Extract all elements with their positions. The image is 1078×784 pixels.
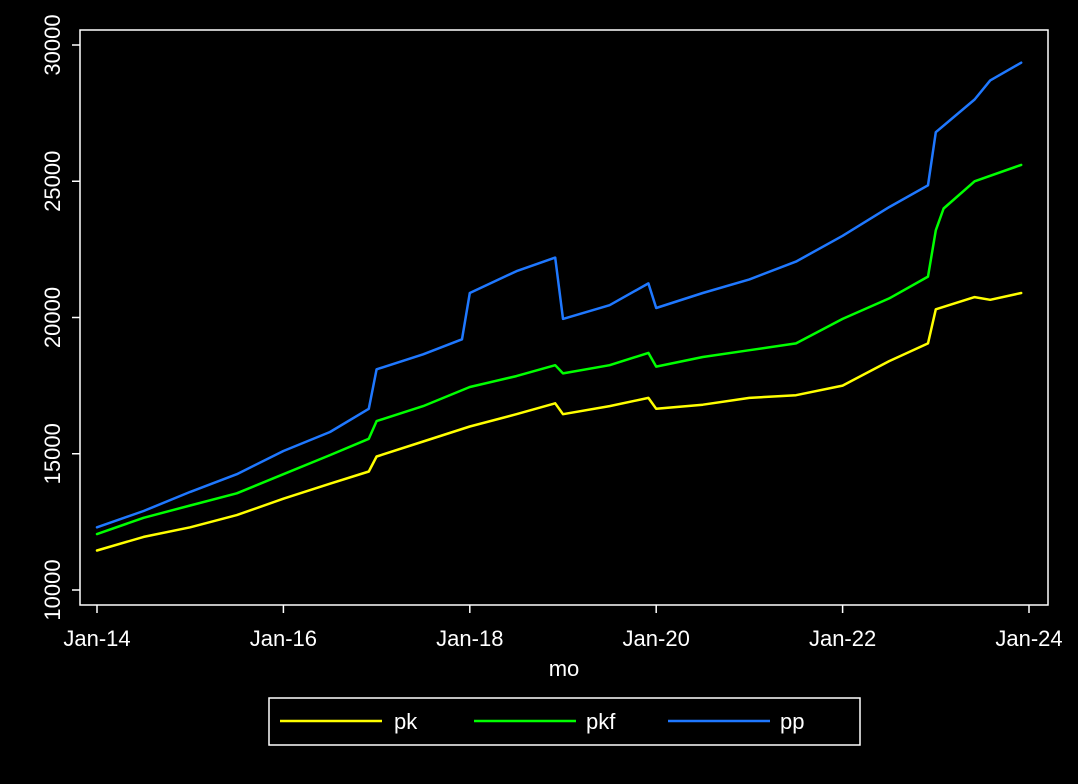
x-axis-title: mo — [549, 656, 580, 681]
y-tick-label: 25000 — [40, 151, 65, 212]
series-line-pkf — [95, 163, 1023, 536]
y-tick-label: 10000 — [40, 559, 65, 620]
legend-label-pkf: pkf — [586, 709, 616, 734]
x-tick-label: Jan-14 — [63, 626, 130, 651]
series-line-pp — [95, 61, 1023, 529]
x-tick-label: Jan-20 — [623, 626, 690, 651]
legend-label-pp: pp — [780, 709, 804, 734]
y-tick-label: 30000 — [40, 14, 65, 75]
legend-label-pk: pk — [394, 709, 418, 734]
series-layer — [95, 61, 1023, 552]
y-tick-label: 20000 — [40, 287, 65, 348]
x-tick-label: Jan-18 — [436, 626, 503, 651]
x-axis: Jan-14 Jan-16 Jan-18 Jan-20 Jan-22 Jan-24 — [63, 605, 1063, 651]
x-tick-label: Jan-22 — [809, 626, 876, 651]
x-tick-label: Jan-16 — [250, 626, 317, 651]
legend: pk pkf pp — [268, 697, 861, 746]
y-tick-label: 15000 — [40, 423, 65, 484]
series-line-pk — [95, 291, 1023, 552]
x-tick-label: Jan-24 — [995, 626, 1062, 651]
y-axis: 10000 15000 20000 25000 30000 — [40, 14, 80, 621]
